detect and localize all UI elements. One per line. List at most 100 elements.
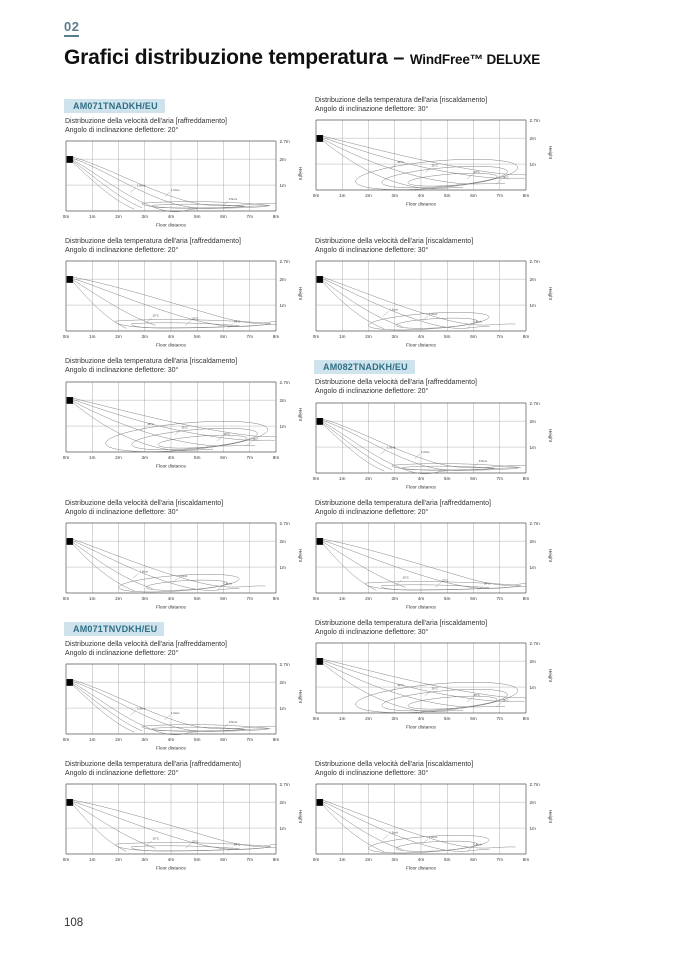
svg-text:1m: 1m [530, 444, 537, 449]
svg-text:2m: 2m [530, 659, 537, 664]
contour-leader-line [164, 192, 171, 198]
svg-text:1m: 1m [339, 857, 346, 862]
y-axis-ticks: 2.7m 2m 1m [530, 641, 540, 690]
contour-leader-line [382, 311, 389, 317]
y-axis-label: Height [548, 146, 553, 160]
svg-text:2.7m: 2.7m [530, 118, 540, 123]
svg-text:2.7m: 2.7m [280, 259, 290, 264]
contour-label: 20°C [153, 314, 159, 318]
svg-text:8m: 8m [523, 193, 530, 198]
contour-leader-line [216, 585, 223, 591]
svg-text:2m: 2m [365, 857, 372, 862]
svg-text:8m: 8m [273, 596, 280, 601]
svg-text:8m: 8m [523, 857, 530, 862]
contour-label: 22°C [192, 317, 198, 321]
svg-text:2m: 2m [280, 800, 287, 805]
chart-cell: AM071TNADKH/EU Distribuzione della veloc… [56, 96, 306, 229]
distribution-chart: 0m 1m 2m 3m 4m 5m 6m 7m 8m Floor distance 2.7m 2m 1m… [313, 259, 553, 349]
svg-text:8m: 8m [523, 596, 530, 601]
svg-text:4m: 4m [418, 857, 425, 862]
chart-subtitle: Angolo di inclinazione deflettore: 20° [65, 247, 179, 255]
svg-text:8m: 8m [273, 857, 280, 862]
svg-text:7m: 7m [497, 334, 504, 339]
indoor-unit-marker [316, 276, 324, 284]
svg-text:3m: 3m [392, 596, 399, 601]
svg-text:4m: 4m [168, 455, 175, 460]
svg-text:8m: 8m [273, 334, 280, 339]
chart-subtitle: Angolo di inclinazione deflettore: 20° [65, 649, 179, 657]
svg-text:6m: 6m [470, 334, 477, 339]
contour-label: 1.5m/s [140, 569, 149, 573]
svg-text:1m: 1m [530, 826, 537, 831]
x-axis-label: Floor distance [156, 223, 186, 229]
contour-label: 24°C [484, 581, 490, 585]
airflow-curves [322, 658, 527, 713]
y-axis-label: Height [298, 690, 303, 704]
svg-text:0m: 0m [63, 596, 70, 601]
svg-text:8m: 8m [523, 476, 530, 481]
contour-label: 0.5m/s [224, 581, 233, 585]
svg-text:1m: 1m [530, 303, 537, 308]
svg-text:5m: 5m [194, 857, 201, 862]
contour-label: 0.5m/s [229, 720, 238, 724]
chart-cell: Distribuzione della temperatura dell'ari… [306, 619, 556, 731]
x-axis-label: Floor distance [156, 604, 186, 610]
contour-label: 1.5m/s [137, 706, 146, 710]
svg-text:1m: 1m [339, 193, 346, 198]
contour-label: 20°C [403, 575, 409, 579]
svg-text:7m: 7m [247, 214, 254, 219]
x-axis-label: Floor distance [406, 866, 436, 872]
svg-text:4m: 4m [418, 334, 425, 339]
plot-grid [315, 522, 527, 594]
contour-label: 40°C [397, 160, 403, 164]
y-axis-ticks: 2.7m 2m 1m [280, 259, 290, 308]
x-axis-label: Floor distance [156, 343, 186, 349]
svg-text:4m: 4m [168, 334, 175, 339]
contour-leader-line [390, 164, 397, 170]
chart-subtitle: Angolo di inclinazione deflettore: 30° [315, 247, 429, 255]
x-axis-label: Floor distance [406, 604, 436, 610]
contour-label: 35°C [432, 164, 438, 168]
contour-leader-line [424, 690, 431, 696]
svg-text:5m: 5m [194, 334, 201, 339]
svg-text:2.7m: 2.7m [280, 782, 290, 787]
svg-text:7m: 7m [247, 857, 254, 862]
contour-leader-line [466, 697, 473, 703]
svg-text:1m: 1m [89, 214, 96, 219]
chart-cell: Distribuzione della temperatura dell'ari… [56, 357, 306, 469]
svg-text:3m: 3m [142, 214, 149, 219]
contour-leader-line [164, 714, 171, 720]
svg-text:7m: 7m [247, 334, 254, 339]
svg-text:2.7m: 2.7m [280, 139, 290, 144]
contour-leader-line [380, 448, 387, 455]
contour-leader-line [185, 843, 192, 849]
contour-leader-line [222, 201, 228, 207]
page-title: Grafici distribuzione temperatura – Wind… [64, 46, 678, 70]
contour-label: 24°C [234, 320, 240, 324]
plot-grid [315, 402, 527, 473]
svg-text:4m: 4m [418, 716, 425, 721]
svg-text:4m: 4m [418, 476, 425, 481]
chart-cell: Distribuzione della velocità dell'aria [… [306, 237, 556, 349]
svg-text:0m: 0m [63, 857, 70, 862]
contour-leader-line [132, 573, 139, 579]
airflow-curves [72, 277, 277, 329]
svg-text:2m: 2m [115, 857, 122, 862]
svg-text:2m: 2m [115, 334, 122, 339]
contour-leader-line [174, 429, 181, 435]
svg-text:3m: 3m [142, 455, 149, 460]
contour-leader-line [390, 686, 397, 692]
airflow-curves [322, 136, 527, 191]
distribution-chart: 0m 1m 2m 3m 4m 5m 6m 7m 8m Floor distance 2.7m 2m 1m… [63, 139, 303, 229]
svg-text:5m: 5m [194, 596, 201, 601]
svg-text:4m: 4m [418, 596, 425, 601]
svg-text:4m: 4m [168, 214, 175, 219]
airflow-curves [72, 397, 277, 452]
contour-leader-line [245, 440, 252, 447]
distribution-chart: 0m 1m 2m 3m 4m 5m 6m 7m 8m Floor distance 2.7m 2m 1m… [63, 782, 303, 872]
svg-text:2m: 2m [365, 476, 372, 481]
x-axis-ticks: 0m 1m 2m 3m 4m 5m 6m 7m 8m [313, 334, 530, 339]
chart-title: Distribuzione della temperatura dell'ari… [65, 358, 238, 366]
indoor-unit-marker [316, 417, 324, 425]
contour-leader-line [466, 174, 473, 180]
